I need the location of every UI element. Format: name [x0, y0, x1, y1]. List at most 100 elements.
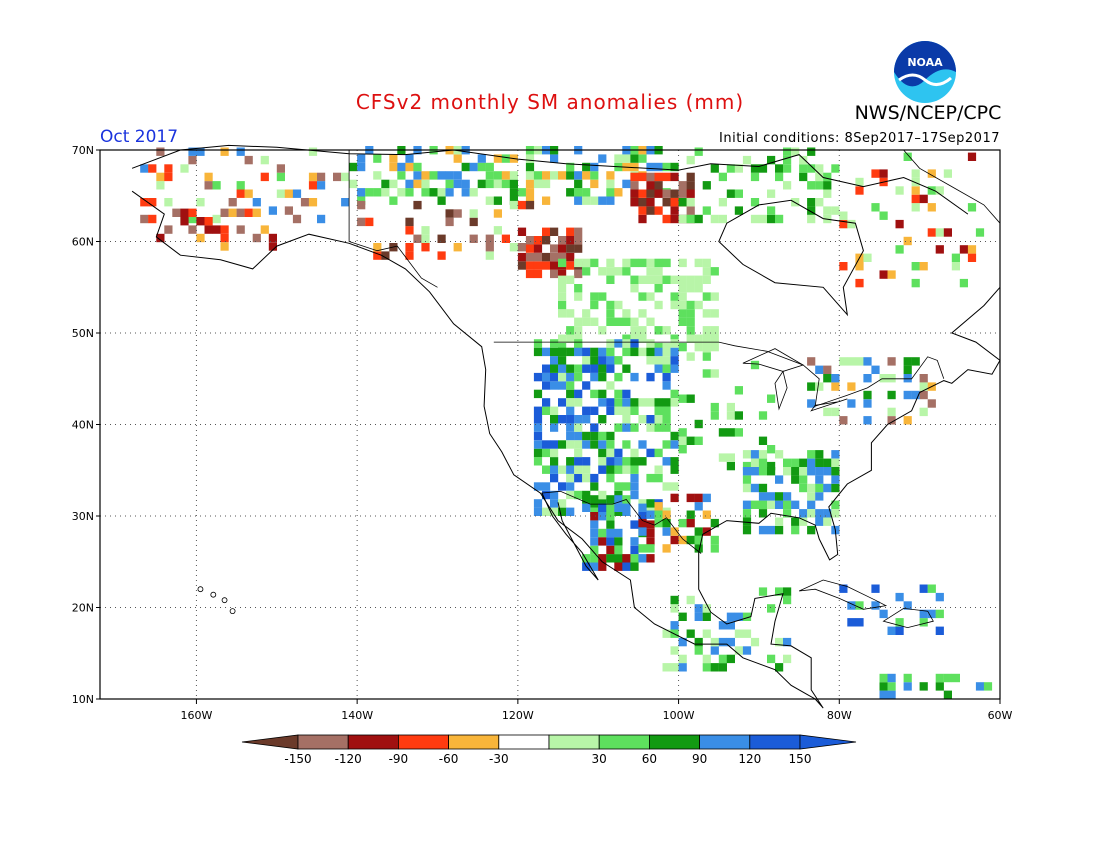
anomaly-cell	[847, 601, 856, 610]
anomaly-cell	[694, 535, 703, 545]
anomaly-cell	[574, 448, 583, 458]
anomaly-cell	[662, 162, 671, 172]
anomaly-cell	[975, 682, 985, 691]
anomaly-cell	[558, 372, 567, 382]
anomaly-cell	[887, 390, 896, 400]
anomaly-cell	[525, 236, 535, 245]
anomaly-cell	[670, 198, 679, 207]
anomaly-cell	[228, 208, 237, 217]
anomaly-cell	[831, 475, 840, 484]
anomaly-cell	[638, 309, 647, 318]
anomaly-cell	[349, 162, 358, 172]
anomaly-cell	[670, 300, 679, 310]
anomaly-cell	[799, 172, 808, 182]
anomaly-cell	[823, 181, 832, 190]
anomaly-cell	[413, 179, 422, 189]
anomaly-cell	[622, 398, 631, 407]
anomaly-cell	[694, 544, 703, 553]
anomaly-cell	[758, 492, 768, 501]
lat-tick-label: 70N	[72, 144, 94, 157]
anomaly-cell	[558, 507, 567, 516]
anomaly-cell	[614, 339, 623, 348]
anomaly-cell	[919, 262, 928, 271]
anomaly-cell	[694, 419, 703, 429]
anomaly-cell	[606, 406, 615, 415]
anomaly-cell	[807, 382, 816, 391]
anomaly-cell	[590, 179, 599, 189]
anomaly-cell	[574, 269, 583, 279]
anomaly-cell	[799, 164, 808, 173]
anomaly-cell	[935, 245, 944, 254]
anomaly-cell	[574, 415, 583, 424]
anomaly-cell	[847, 357, 856, 366]
anomaly-cell	[895, 592, 904, 602]
anomaly-cell	[140, 164, 149, 173]
anomaly-cell	[373, 243, 382, 252]
anomaly-cell	[799, 475, 808, 484]
anomaly-cell	[566, 162, 575, 172]
anomaly-cell	[236, 181, 245, 190]
anomaly-cell	[863, 357, 872, 366]
anomaly-cell	[614, 457, 623, 466]
anomaly-cell	[670, 493, 679, 503]
anomaly-cell	[662, 189, 671, 198]
anomaly-cell	[630, 275, 639, 284]
anomaly-cell	[750, 483, 760, 493]
anomaly-cell	[686, 629, 695, 638]
anomaly-cell	[236, 189, 245, 198]
anomaly-cell	[550, 227, 559, 236]
anomaly-cell	[558, 258, 567, 268]
anomaly-cell	[670, 214, 679, 224]
anomaly-cell	[686, 275, 695, 284]
anomaly-cell	[646, 537, 655, 546]
anomaly-cell	[582, 495, 591, 504]
anomaly-cell	[525, 200, 535, 210]
anomaly-cell	[831, 509, 840, 518]
anomaly-cell	[542, 490, 551, 500]
anomaly-cell	[807, 483, 816, 493]
anomaly-cell	[630, 258, 639, 268]
anomaly-cell	[694, 147, 703, 156]
anomaly-cell	[606, 495, 615, 504]
anomaly-cell	[710, 292, 719, 301]
anomaly-cell	[566, 372, 575, 382]
anomaly-cell	[477, 162, 486, 172]
anomaly-cell	[212, 214, 221, 224]
anomaly-cell	[317, 172, 326, 182]
anomaly-cell	[927, 203, 936, 212]
lon-tick-label: 160W	[180, 709, 212, 722]
anomaly-cell	[783, 147, 792, 156]
coastlines	[131, 144, 1001, 709]
anomaly-cell	[517, 188, 527, 197]
anomaly-cell	[550, 154, 559, 163]
anomaly-cell	[662, 406, 671, 415]
anomaly-cell	[220, 225, 229, 234]
anomaly-cell	[606, 196, 615, 205]
anomaly-cell	[726, 402, 735, 412]
anomaly-cell	[975, 228, 985, 237]
anomaly-cell	[750, 458, 760, 467]
anomaly-cell	[542, 482, 551, 491]
anomaly-cell	[630, 372, 639, 382]
anomaly-cell	[630, 154, 639, 163]
anomaly-cell	[847, 618, 856, 627]
anomaly-cell	[445, 171, 454, 180]
anomaly-cell	[204, 225, 213, 234]
anomaly-cell	[405, 179, 414, 189]
anomaly-cell	[606, 171, 615, 180]
anomaly-cell	[196, 198, 205, 207]
anomaly-cells	[140, 146, 993, 699]
anomaly-cell	[598, 512, 607, 521]
anomaly-cell	[654, 347, 663, 357]
anomaly-cell	[775, 214, 784, 224]
anomaly-cell	[606, 528, 615, 538]
anomaly-cell	[630, 181, 639, 190]
anomaly-cell	[767, 189, 776, 198]
anomaly-cell	[646, 275, 655, 284]
colorbar-max-arrow	[799, 734, 857, 750]
anomaly-cell	[317, 181, 326, 190]
anomaly-cell	[566, 440, 575, 449]
anomaly-cell	[437, 251, 446, 260]
anomaly-cell	[919, 374, 928, 383]
anomaly-cell	[550, 423, 559, 432]
